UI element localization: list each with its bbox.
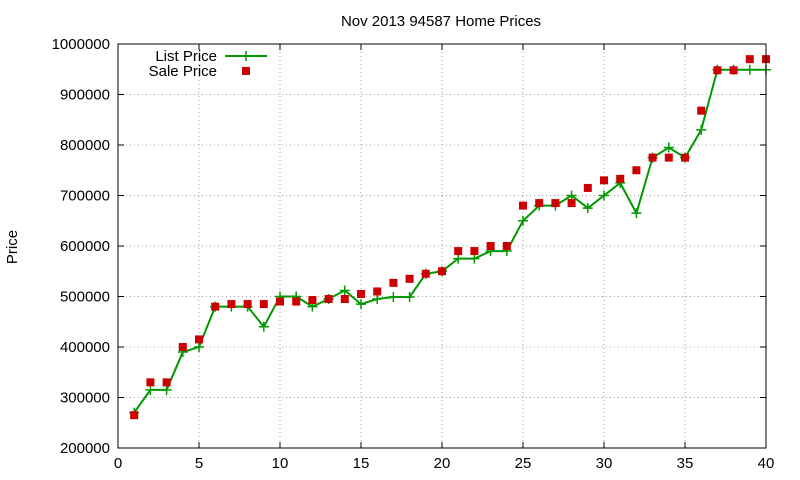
y-tick-label: 500000 bbox=[60, 289, 110, 306]
sale-price-point bbox=[454, 247, 463, 256]
sale-price-point bbox=[405, 274, 414, 283]
sale-price-point bbox=[486, 242, 495, 250]
list-price-point bbox=[388, 292, 399, 303]
x-tick-label: 10 bbox=[272, 455, 289, 472]
list-price-point bbox=[582, 203, 593, 214]
sale-price-point bbox=[211, 302, 220, 311]
sale-price-point bbox=[438, 267, 446, 276]
y-tick-label: 300000 bbox=[60, 390, 110, 407]
sale-price-point bbox=[502, 242, 511, 250]
sale-price-point bbox=[729, 66, 738, 75]
list-price-point bbox=[744, 64, 755, 75]
list-price-point bbox=[663, 142, 674, 153]
sale-price-point bbox=[324, 295, 333, 304]
sale-price-point bbox=[227, 300, 236, 309]
list-price-point bbox=[356, 299, 366, 310]
x-tick-label: 30 bbox=[596, 455, 613, 472]
sale-price-point bbox=[162, 378, 171, 387]
sale-price-point bbox=[632, 166, 641, 175]
sale-price-point bbox=[195, 335, 203, 344]
sale-price-point bbox=[357, 289, 365, 298]
sale-price-point bbox=[421, 269, 430, 278]
sale-price-point bbox=[389, 278, 398, 287]
x-tick-label: 15 bbox=[353, 455, 370, 472]
sale-price-point bbox=[713, 66, 722, 75]
series-marks bbox=[129, 55, 771, 420]
legend-square-sale-price bbox=[242, 67, 250, 75]
sale-price-point bbox=[519, 201, 527, 210]
sale-price-point bbox=[243, 300, 252, 309]
y-tick-label: 1000000 bbox=[52, 36, 110, 53]
sale-price-point bbox=[681, 153, 689, 162]
legend-plus-list-price bbox=[241, 51, 251, 61]
sale-price-point bbox=[178, 343, 187, 351]
list-price-point bbox=[631, 208, 642, 219]
list-price-point bbox=[599, 190, 609, 201]
legend: List Price Sale Price bbox=[149, 48, 267, 80]
x-tick-label: 0 bbox=[114, 455, 122, 472]
legend-label-sale-price: Sale Price bbox=[149, 63, 217, 80]
sale-price-point bbox=[276, 297, 284, 306]
sale-price-point bbox=[308, 296, 317, 305]
x-tick-label: 5 bbox=[195, 455, 203, 472]
list-price-point bbox=[161, 384, 172, 395]
x-tick-label: 35 bbox=[677, 455, 694, 472]
sale-price-point bbox=[600, 176, 608, 185]
list-price-point bbox=[696, 124, 707, 135]
y-tick-label: 800000 bbox=[60, 137, 110, 154]
sale-price-point bbox=[130, 411, 139, 420]
x-tick-labels: 0 5 10 15 20 25 30 35 40 bbox=[114, 455, 775, 472]
sale-price-point bbox=[616, 174, 625, 183]
plot-frame bbox=[117, 43, 767, 449]
list-price-point bbox=[518, 215, 528, 226]
legend-label-list-price: List Price bbox=[155, 48, 217, 65]
list-price-point bbox=[566, 190, 577, 201]
sale-price-point bbox=[567, 199, 576, 208]
sale-price-point bbox=[535, 199, 544, 208]
x-tick-label: 20 bbox=[434, 455, 451, 472]
list-price-point bbox=[469, 253, 480, 264]
sale-price-point bbox=[551, 199, 560, 208]
y-tick-label: 600000 bbox=[60, 238, 110, 255]
y-tick-label: 700000 bbox=[60, 188, 110, 205]
sale-price-point bbox=[146, 378, 155, 387]
list-price-point bbox=[145, 384, 156, 395]
y-tick-label: 200000 bbox=[60, 440, 110, 457]
list-price-point bbox=[194, 342, 204, 352]
sale-price-point bbox=[373, 287, 382, 296]
list-price-point bbox=[372, 294, 383, 305]
x-tick-label: 40 bbox=[758, 455, 775, 472]
chart-title: Nov 2013 94587 Home Prices bbox=[341, 13, 541, 30]
list-price-point bbox=[404, 292, 415, 303]
sale-price-point bbox=[259, 300, 268, 309]
list-price-point bbox=[339, 285, 350, 296]
y-axis-title: Price bbox=[4, 230, 21, 264]
y-tick-label: 400000 bbox=[60, 339, 110, 356]
sale-price-point bbox=[745, 55, 754, 64]
y-tick-labels: 200000 300000 400000 500000 600000 700000 8000… bbox=[52, 36, 110, 457]
sale-price-point bbox=[340, 295, 349, 304]
sale-price-point bbox=[664, 153, 673, 162]
list-price-point bbox=[453, 253, 464, 264]
sale-price-point bbox=[697, 106, 706, 115]
sale-price-point bbox=[583, 183, 592, 192]
y-tick-label: 900000 bbox=[60, 87, 110, 104]
grid-lines bbox=[118, 44, 766, 448]
sale-price-point bbox=[470, 247, 479, 256]
list-price-line bbox=[133, 68, 766, 414]
sale-price-point bbox=[292, 297, 301, 306]
sale-price-point bbox=[648, 153, 657, 162]
list-price-point bbox=[258, 321, 269, 332]
x-tick-label: 25 bbox=[515, 455, 532, 472]
